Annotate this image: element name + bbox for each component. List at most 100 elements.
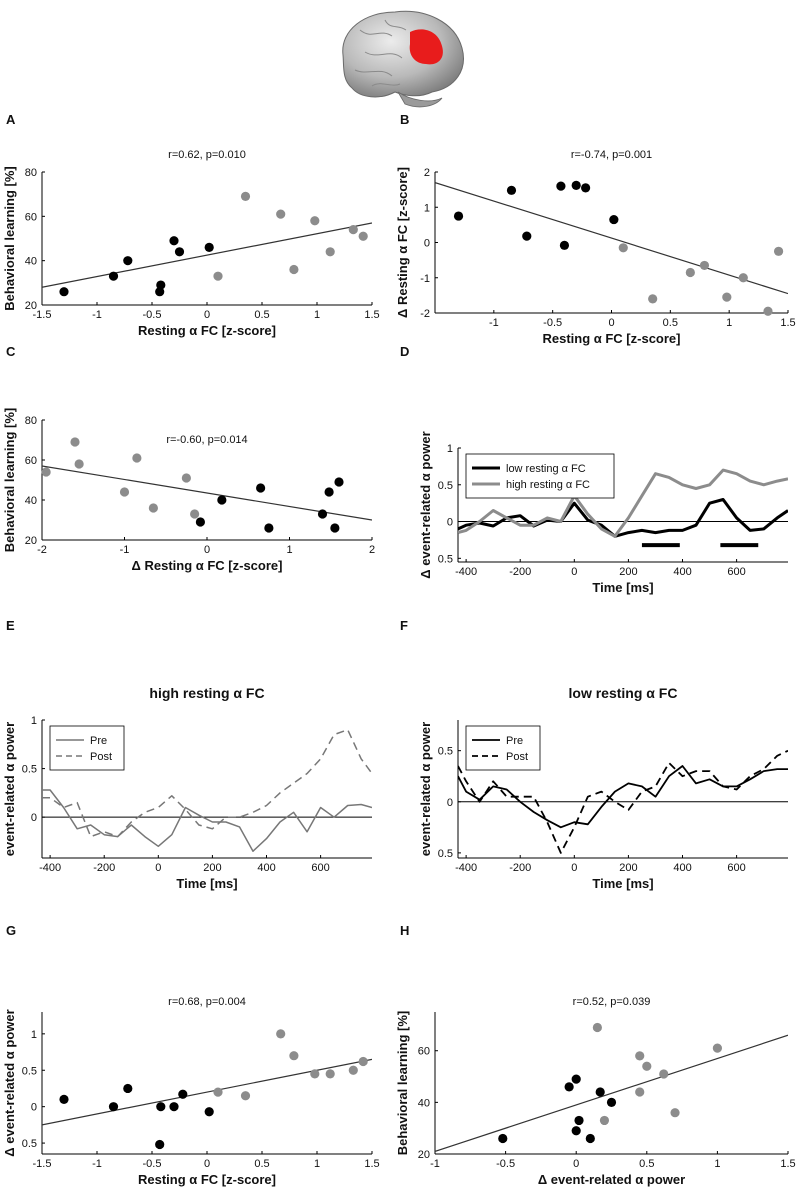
chart-title: r=-0.74, p=0.001 [571, 149, 652, 161]
data-point-high-1 [70, 437, 80, 447]
x-axis-label: Δ Resting α FC [z-score] [132, 558, 283, 573]
legend-box [49, 725, 125, 771]
chart-title: low resting α FC [569, 685, 678, 701]
data-point-high-0 [618, 243, 628, 253]
y-tick-label-80: 80 [25, 415, 37, 427]
chart-title: r=0.68, p=0.004 [168, 996, 246, 1008]
y-tick-label-0: 0 [31, 812, 37, 824]
x-tick-label-0-5: 0.5 [254, 309, 269, 321]
y-tick-label-40: 40 [25, 256, 37, 268]
y-tick-label--0-5: 0.5 [438, 553, 453, 565]
data-point-high-0 [213, 271, 223, 281]
legend: Pre Post [49, 725, 125, 771]
x-tick-label-600: 600 [727, 862, 745, 874]
x-tick-label--0-5: -0.5 [543, 317, 562, 329]
x-tick-label--1: -1 [92, 1158, 102, 1170]
panel-label-C: C [6, 344, 16, 359]
data-point-low-7 [204, 242, 214, 252]
x-tick-label--200: -200 [93, 862, 115, 874]
data-point-high-0 [213, 1087, 223, 1097]
x-axis-label: Resting α FC [z-score] [138, 1172, 276, 1187]
x-tick-label-0: 0 [155, 862, 161, 874]
legend-box [465, 725, 541, 771]
chart-title: r=-0.60, p=0.014 [166, 434, 247, 446]
y-tick-label-40: 40 [25, 495, 37, 507]
data-point-low-1 [506, 185, 517, 195]
x-tick-label--1: -1 [120, 544, 130, 556]
data-point-low-2 [123, 256, 133, 266]
regression-line [435, 1034, 788, 1152]
y-tick-label--0-5: 0.5 [438, 848, 453, 860]
x-tick-label-0: 0 [573, 1158, 579, 1170]
chart-title: r=0.62, p=0.010 [168, 149, 246, 161]
data-point-low-0 [453, 211, 464, 221]
x-tick-label--200: -200 [509, 862, 531, 874]
x-axis-label: Resting α FC [z-score] [542, 331, 680, 346]
legend-label-0: low resting α FC [506, 463, 586, 475]
x-tick-label-0-5: 0.5 [639, 1158, 654, 1170]
data-point-high-3 [289, 264, 299, 275]
data-point-high-0 [592, 1022, 602, 1033]
data-point-high-3 [119, 487, 130, 497]
data-point-low-0 [59, 287, 69, 297]
data-point-low-3 [571, 1126, 581, 1136]
y-tick-label--2: -2 [420, 308, 430, 320]
x-tick-label-1-5: 1.5 [364, 1158, 379, 1170]
data-point-high-1 [240, 191, 251, 201]
y-tick-label-2: 2 [424, 167, 430, 179]
regression-line [42, 222, 372, 288]
data-point-low-4 [156, 280, 166, 290]
data-point-low-4 [156, 1102, 166, 1112]
y-tick-label-0: 0 [31, 1102, 37, 1114]
y-tick-label-20: 20 [25, 300, 37, 312]
data-point-high-6 [670, 1108, 680, 1118]
legend-label-1: Post [90, 751, 112, 763]
chart-title: r=0.52, p=0.039 [573, 996, 651, 1008]
data-point-low-6 [595, 1087, 605, 1097]
data-point-high-5 [148, 503, 158, 513]
data-point-low-5 [324, 487, 334, 497]
chart-title: high resting α FC [149, 685, 264, 701]
data-point-low-7 [606, 1097, 617, 1107]
data-point-high-2 [276, 1029, 286, 1039]
legend: low resting α FC high resting α FC [465, 453, 615, 499]
data-point-low-1 [217, 495, 227, 505]
x-tick-label-2: 2 [369, 544, 375, 556]
data-point-high-7 [358, 231, 368, 241]
data-point-high-5 [659, 1069, 669, 1079]
data-point-low-0 [59, 1094, 69, 1104]
y-tick-label-60: 60 [25, 455, 37, 467]
x-tick-label-400: 400 [673, 566, 691, 578]
legend-label-1: Post [506, 751, 528, 763]
data-point-low-6 [178, 1089, 188, 1099]
x-tick-label-0: 0 [571, 566, 577, 578]
y-axis-label: Δ event-related α power [418, 431, 433, 578]
panel-H: Hr=0.52, p=0.039 -1 -0.5 0 0.5 1 1.5 20 40 60 Δ ev… [395, 923, 796, 1187]
y-tick-label-0: 0 [447, 517, 453, 529]
x-tick-label-600: 600 [311, 862, 329, 874]
panel-label-A: A [6, 112, 16, 127]
data-point-low-0 [195, 517, 205, 527]
data-point-high-5 [738, 273, 748, 283]
data-point-low-4 [559, 240, 570, 250]
panel-B: Br=-0.74, p=0.001 -1 -0.5 0 0.5 1 1.5 -2 -1 0 1 2 Re… [395, 112, 796, 346]
y-tick-label-60: 60 [418, 1046, 430, 1058]
x-tick-label--400: -400 [455, 566, 477, 578]
data-point-high-1 [648, 294, 658, 304]
y-axis-label: event-related α power [418, 722, 433, 856]
y-tick-label-20: 20 [418, 1149, 430, 1161]
data-point-high-6 [348, 1065, 358, 1075]
panel-C: Cr=-0.60, p=0.014 -2 -1 0 1 2 20 40 60 80 Δ Restin… [2, 344, 375, 573]
y-tick-label-0-5: 0.5 [22, 764, 37, 776]
x-axis-label: Time [ms] [176, 876, 237, 891]
x-tick-label-1-5: 1.5 [780, 1158, 795, 1170]
x-tick-label-1: 1 [286, 544, 292, 556]
x-tick-label-0-5: 0.5 [663, 317, 678, 329]
data-point-low-3 [264, 523, 274, 533]
x-tick-label--1: -1 [430, 1158, 440, 1170]
brain-illustration-icon [342, 10, 464, 108]
y-tick-label--0-5: 0.5 [22, 1138, 37, 1150]
y-tick-label-20: 20 [25, 535, 37, 547]
